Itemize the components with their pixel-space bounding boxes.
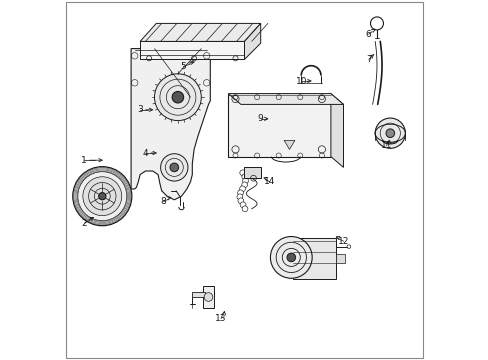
Text: 13: 13 — [215, 314, 226, 323]
Polygon shape — [228, 94, 343, 104]
Polygon shape — [192, 292, 204, 297]
Circle shape — [237, 194, 242, 200]
Circle shape — [242, 178, 248, 184]
Text: 9: 9 — [257, 114, 263, 123]
Polygon shape — [140, 23, 260, 41]
Circle shape — [160, 154, 187, 181]
Circle shape — [242, 206, 247, 212]
Text: 5: 5 — [180, 62, 186, 71]
Circle shape — [374, 118, 405, 148]
Circle shape — [270, 237, 311, 278]
Text: 7: 7 — [365, 55, 371, 64]
Text: 8: 8 — [160, 197, 166, 206]
Text: 1: 1 — [81, 156, 87, 165]
Circle shape — [241, 182, 247, 188]
Circle shape — [172, 91, 183, 103]
Polygon shape — [292, 238, 336, 279]
Text: 2: 2 — [81, 219, 87, 228]
Circle shape — [286, 253, 295, 262]
Circle shape — [238, 198, 243, 204]
Circle shape — [82, 177, 122, 216]
Circle shape — [240, 202, 245, 208]
Polygon shape — [244, 23, 260, 59]
Polygon shape — [131, 49, 210, 200]
Circle shape — [239, 186, 245, 192]
Text: 10: 10 — [296, 77, 307, 85]
Text: 4: 4 — [142, 149, 148, 158]
Text: 3: 3 — [137, 105, 142, 114]
Polygon shape — [140, 41, 244, 59]
Circle shape — [385, 129, 394, 138]
Polygon shape — [228, 94, 330, 157]
Circle shape — [99, 193, 106, 200]
Text: 11: 11 — [380, 141, 392, 150]
Circle shape — [170, 163, 178, 172]
Circle shape — [73, 167, 132, 226]
Polygon shape — [203, 286, 213, 308]
Circle shape — [239, 170, 245, 176]
Text: 6: 6 — [365, 30, 371, 39]
Polygon shape — [284, 140, 294, 149]
Circle shape — [242, 174, 247, 180]
Polygon shape — [336, 254, 345, 263]
Text: 12: 12 — [337, 237, 348, 246]
Circle shape — [154, 74, 201, 121]
Circle shape — [237, 190, 243, 196]
Polygon shape — [330, 94, 343, 167]
Circle shape — [204, 293, 212, 301]
Text: 14: 14 — [264, 177, 275, 186]
Polygon shape — [244, 167, 260, 178]
